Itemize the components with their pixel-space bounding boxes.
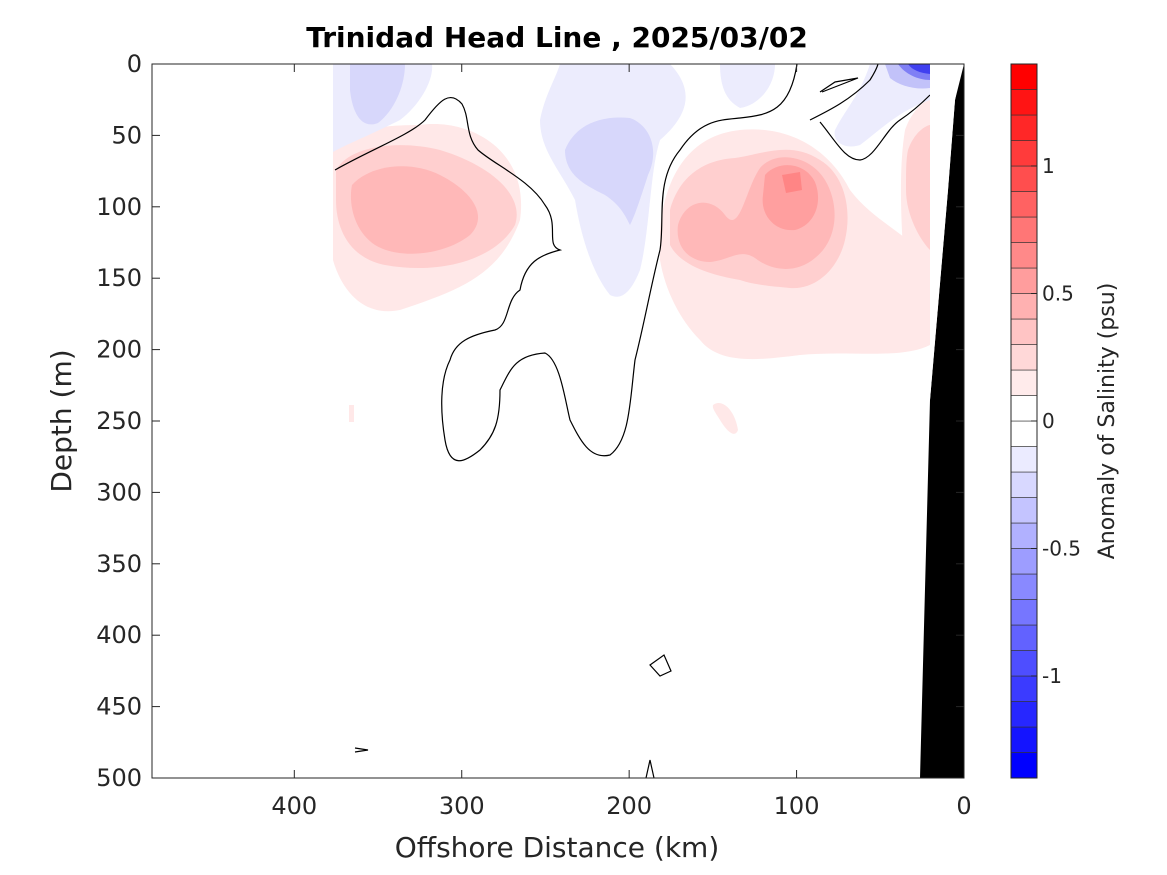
zero-contour-upper <box>809 64 879 121</box>
plot-area <box>152 64 964 778</box>
y-tick-label: 250 <box>96 407 142 435</box>
x-axis: 400 300 200 100 0 <box>271 64 972 820</box>
colorbar-level <box>1010 63 1038 90</box>
colorbar-level <box>1010 89 1038 116</box>
positive-anomaly-blob-2 <box>349 405 354 422</box>
colorbar-level <box>1010 548 1038 575</box>
colorbar-tick-label: 0.5 <box>1042 282 1074 306</box>
colorbar-level <box>1010 752 1038 779</box>
colorbar-level <box>1010 522 1038 549</box>
coastal-blank-gap <box>930 64 962 400</box>
colorbar-level <box>1010 497 1038 524</box>
colorbar-level <box>1010 573 1038 600</box>
colorbar-level <box>1010 369 1038 396</box>
colorbar-title: Anomaly of Salinity (psu) <box>1095 283 1120 560</box>
positive-anomaly-nearshore-peak <box>762 165 819 231</box>
colorbar-level <box>1010 165 1038 192</box>
positive-anomaly-blob-1 <box>712 402 738 434</box>
positive-anomaly-offshore-inner <box>350 166 479 254</box>
y-tick-label: 150 <box>96 264 142 292</box>
bathymetry-shelf <box>920 64 964 778</box>
colorbar-level <box>1010 191 1038 218</box>
colorbar-tick-label: 0 <box>1042 409 1055 433</box>
zero-contour-main <box>334 64 798 462</box>
y-tick-label: 500 <box>96 764 142 792</box>
colorbar-level <box>1010 344 1038 371</box>
negative-anomaly-mid-core <box>565 117 654 225</box>
colorbar-level <box>1010 420 1038 447</box>
zero-contour-deep-sliver <box>354 747 369 753</box>
colorbar-level <box>1010 650 1038 677</box>
zero-contour-deep-loop <box>649 654 672 677</box>
negative-anomaly-surface-mid <box>720 64 775 108</box>
x-tick-label: 300 <box>439 792 485 820</box>
colorbar-level <box>1010 293 1038 320</box>
negative-anomaly-coastal-surface-max <box>908 64 930 74</box>
colorbar: -1 -0.5 0 0.5 1 <box>1010 63 1081 779</box>
negative-anomaly-surface-offshore-core <box>350 64 405 125</box>
colorbar-level <box>1010 675 1038 702</box>
colorbar-tick-label: -1 <box>1042 664 1062 688</box>
x-tick-label: 400 <box>271 792 317 820</box>
positive-anomaly-nearshore-max <box>782 172 802 193</box>
x-axis-title: Offshore Distance (km) <box>395 831 720 864</box>
colorbar-tick-label: 1 <box>1042 154 1055 178</box>
y-tick-label: 200 <box>96 336 142 364</box>
x-tick-label: 100 <box>774 792 820 820</box>
colorbar-level <box>1010 726 1038 753</box>
y-tick-label: 450 <box>96 693 142 721</box>
colorbar-level <box>1010 114 1038 141</box>
x-tick-label: 0 <box>956 792 971 820</box>
y-tick-label: 50 <box>111 121 142 149</box>
colorbar-level <box>1010 140 1038 167</box>
salinity-anomaly-field <box>333 64 964 778</box>
zero-contour-coastal <box>819 94 931 161</box>
colorbar-level <box>1010 624 1038 651</box>
y-axis: 0 50 100 150 200 250 300 350 400 450 500 <box>96 50 964 792</box>
colorbar-level <box>1010 701 1038 728</box>
y-tick-label: 400 <box>96 621 142 649</box>
x-tick-label: 200 <box>606 792 652 820</box>
colorbar-level <box>1010 471 1038 498</box>
zero-contour-small-surface <box>819 77 859 93</box>
colorbar-level <box>1010 395 1038 422</box>
y-axis-title: Depth (m) <box>45 349 78 492</box>
colorbar-level <box>1010 216 1038 243</box>
colorbar-level <box>1010 446 1038 473</box>
y-tick-label: 300 <box>96 478 142 506</box>
zero-contour-bottom-spike <box>645 759 655 778</box>
y-tick-label: 350 <box>96 550 142 578</box>
colorbar-level <box>1010 599 1038 626</box>
colorbar-tick-label: -0.5 <box>1042 537 1081 561</box>
colorbar-level <box>1010 267 1038 294</box>
colorbar-level <box>1010 242 1038 269</box>
positive-anomaly-coastal-core <box>906 125 930 250</box>
y-tick-label: 0 <box>127 50 142 78</box>
y-tick-label: 100 <box>96 193 142 221</box>
colorbar-level <box>1010 318 1038 345</box>
chart-title: Trinidad Head Line , 2025/03/02 <box>306 21 808 54</box>
